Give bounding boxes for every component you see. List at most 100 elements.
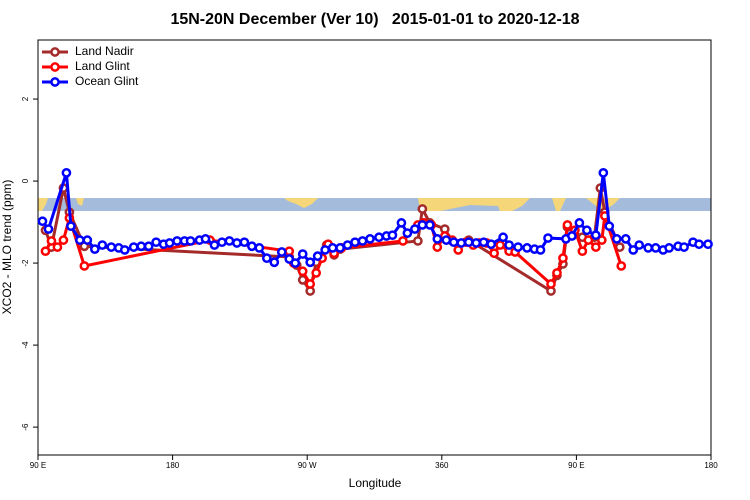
data-point <box>342 240 353 250</box>
data-point <box>261 253 272 264</box>
data-point <box>136 241 147 252</box>
data-point <box>232 238 242 248</box>
y-tick-label: -4 <box>21 341 30 349</box>
data-point <box>82 235 93 245</box>
data-point <box>616 261 627 271</box>
data-point <box>46 236 57 246</box>
data-point <box>43 224 54 234</box>
x-tick-label: 90 W <box>298 461 317 470</box>
data-point <box>562 220 573 230</box>
land <box>38 198 48 211</box>
data-point <box>320 245 330 255</box>
x-axis-label: Longitude <box>349 476 402 490</box>
data-point <box>75 235 85 245</box>
data-point <box>611 234 622 244</box>
data-point <box>97 240 108 250</box>
data-point <box>312 251 323 261</box>
data-point <box>620 234 631 244</box>
data-point <box>327 243 338 253</box>
data-point <box>598 168 609 178</box>
data-point <box>305 279 316 289</box>
legend-label: Land Glint <box>75 59 130 73</box>
data-point <box>590 230 601 241</box>
data-point <box>604 221 615 232</box>
data-point <box>402 228 413 238</box>
data-point <box>424 220 435 230</box>
data-point <box>297 266 308 277</box>
land <box>284 198 318 208</box>
data-point <box>247 241 257 252</box>
data-point <box>441 235 452 245</box>
data-point <box>209 240 220 250</box>
data-point <box>254 243 265 253</box>
data-point <box>387 230 398 241</box>
data-point <box>596 235 607 245</box>
data-point <box>486 239 497 250</box>
data-point <box>374 232 384 243</box>
data-point <box>164 238 175 248</box>
data-point <box>290 258 301 268</box>
data-point <box>284 246 295 257</box>
data-point <box>52 242 63 252</box>
data-point <box>577 246 588 257</box>
ocean-band <box>38 198 711 211</box>
data-point <box>37 216 48 227</box>
chart-title: 15N-20N December (Ver 10) 2015-01-01 to … <box>170 11 579 28</box>
x-tick-label: 90 E <box>568 461 584 470</box>
x-tick-label: 180 <box>704 461 718 470</box>
legend-marker <box>50 77 60 87</box>
data-point <box>522 243 532 253</box>
land <box>418 198 530 211</box>
y-tick-label: 0 <box>21 178 30 183</box>
legend-marker <box>50 62 60 72</box>
data-point <box>546 279 556 289</box>
plot-area <box>37 168 713 296</box>
data-point <box>185 236 196 246</box>
data-point <box>396 218 407 228</box>
data-point <box>664 243 674 253</box>
legend-label: Land Nadir <box>75 44 134 58</box>
data-point <box>305 257 316 268</box>
data-point <box>583 235 594 245</box>
data-point <box>143 241 154 252</box>
data-point <box>276 247 287 257</box>
data-point <box>417 204 428 214</box>
data-point <box>239 237 250 248</box>
data-point <box>495 240 505 250</box>
data-point <box>200 234 211 244</box>
data-point <box>628 245 639 255</box>
data-point <box>463 237 474 248</box>
y-tick-label: 2 <box>21 96 30 101</box>
land <box>552 198 566 211</box>
data-point <box>172 236 182 246</box>
data-point <box>543 233 553 243</box>
y-tick-label: -2 <box>21 259 30 267</box>
data-point <box>679 242 689 252</box>
data-point <box>558 253 568 264</box>
data-point <box>643 243 654 253</box>
data-point <box>151 237 161 248</box>
x-tick-label: 90 E <box>30 461 46 470</box>
data-point <box>335 243 345 253</box>
data-point <box>471 238 482 248</box>
data-point <box>417 220 428 230</box>
land <box>76 198 84 206</box>
data-point <box>58 235 69 245</box>
data-point <box>413 236 423 246</box>
data-point <box>590 242 601 252</box>
data-point <box>61 168 72 178</box>
data-point <box>89 244 100 254</box>
y-axis-label: XCO2 - MLO trend (ppm) <box>0 180 14 315</box>
data-point <box>582 225 592 236</box>
data-point <box>79 261 90 271</box>
data-point <box>567 231 577 241</box>
x-tick-label: 180 <box>166 461 180 470</box>
data-point <box>456 238 467 248</box>
map-strip <box>38 198 711 211</box>
data-point <box>498 232 508 243</box>
data-point <box>513 242 523 252</box>
data-point <box>432 242 443 252</box>
data-point <box>128 242 139 252</box>
